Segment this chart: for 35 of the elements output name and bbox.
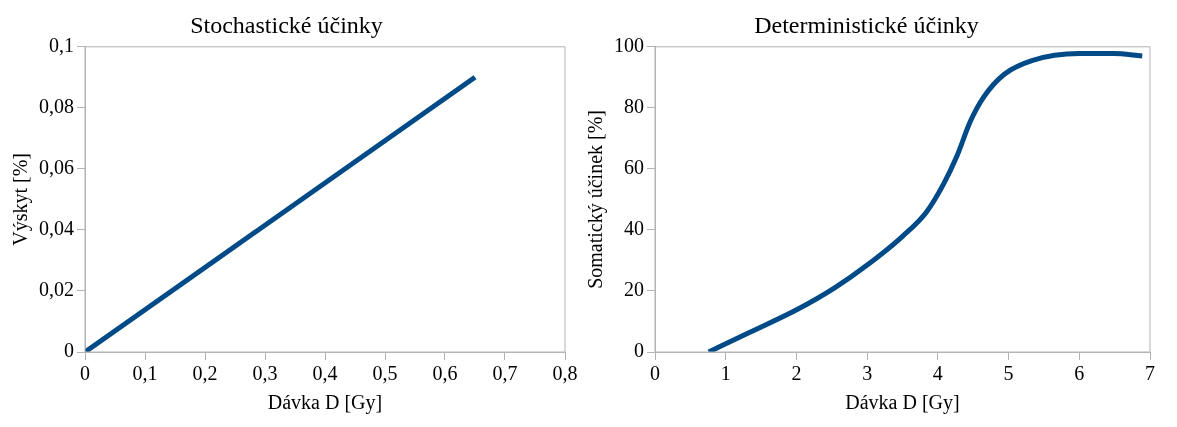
y-tick-label: 0,06 [39,156,74,179]
y-tick-label: 80 [624,95,644,118]
x-tick-label: 0,3 [252,362,278,385]
y-tick-label: 100 [614,34,644,57]
y-axis-title: Výskyt [%] [9,153,33,246]
x-tick-label: 0,2 [192,362,218,385]
x-tick-label: 4 [932,362,943,385]
x-tick-label: 6 [1074,362,1085,385]
y-tick-label: 0,02 [39,278,74,301]
y-axis-title: Somatický účinek [%] [584,109,608,289]
x-tick-label: 0,4 [312,362,338,385]
x-tick-label: 1 [720,362,731,385]
y-tick-label: 0,04 [39,217,74,240]
x-tick-label: 0,5 [372,362,398,385]
x-tick-label: 0,7 [492,362,518,385]
y-tick-label: 0,08 [39,95,74,118]
x-tick-label: 0 [650,362,660,385]
x-tick-label: 5 [1003,362,1014,385]
x-tick-label: 0,1 [132,362,158,385]
x-tick-label: 3 [862,362,873,385]
y-tick-label: 0,1 [49,34,74,57]
x-tick-label: 0,8 [552,362,578,385]
x-axis-title: Dávka D [Gy] [267,391,383,415]
y-tick-label: 20 [624,278,644,301]
x-tick-label: 0 [80,362,90,385]
x-tick-label: 0,6 [432,362,458,385]
y-tick-label: 60 [624,156,644,179]
y-tick-label: 40 [624,217,644,240]
y-tick-label: 0 [64,339,74,362]
x-axis-title: Dávka D [Gy] [845,391,960,415]
chart-title: Stochastické účinky [190,11,383,38]
x-tick-label: 2 [791,362,802,385]
x-tick-label: 7 [1145,362,1155,385]
chart-title: Deterministické účinky [754,11,979,38]
y-tick-label: 0 [634,339,644,362]
